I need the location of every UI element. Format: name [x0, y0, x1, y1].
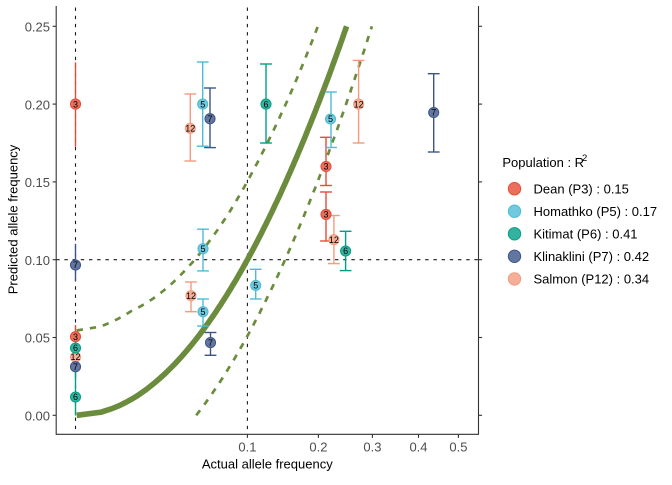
- svg-text:5: 5: [328, 114, 333, 124]
- svg-text:2: 2: [582, 153, 587, 164]
- svg-text:0.10: 0.10: [25, 253, 50, 268]
- svg-text:0.2: 0.2: [309, 439, 327, 454]
- svg-text:7: 7: [73, 362, 78, 372]
- svg-text:12: 12: [329, 235, 339, 245]
- svg-text:0.5: 0.5: [449, 439, 467, 454]
- svg-text:0.20: 0.20: [25, 97, 50, 112]
- svg-text:7: 7: [431, 108, 436, 118]
- svg-text:Kitimat (P6) : 0.41: Kitimat (P6) : 0.41: [534, 227, 638, 242]
- svg-text:5: 5: [200, 307, 205, 317]
- svg-text:5: 5: [253, 281, 258, 291]
- svg-text:Dean (P3) : 0.15: Dean (P3) : 0.15: [534, 181, 629, 196]
- svg-text:Homathko (P5) : 0.17: Homathko (P5) : 0.17: [534, 204, 658, 219]
- svg-text:7: 7: [207, 114, 212, 124]
- svg-text:5: 5: [200, 99, 205, 109]
- svg-text:Actual allele frequency: Actual allele frequency: [202, 456, 333, 471]
- svg-text:6: 6: [263, 99, 268, 109]
- svg-text:6: 6: [343, 246, 348, 256]
- svg-text:0.25: 0.25: [25, 20, 50, 35]
- svg-text:0.05: 0.05: [25, 331, 50, 346]
- svg-text:0.1: 0.1: [238, 439, 256, 454]
- svg-text:Population : R: Population : R: [502, 155, 584, 170]
- svg-text:12: 12: [70, 352, 80, 362]
- svg-text:5: 5: [200, 244, 205, 254]
- svg-text:Klinaklini (P7) : 0.42: Klinaklini (P7) : 0.42: [534, 249, 650, 264]
- svg-text:3: 3: [73, 332, 78, 342]
- svg-text:0.4: 0.4: [409, 439, 427, 454]
- svg-text:12: 12: [186, 291, 196, 301]
- svg-text:0.3: 0.3: [363, 439, 381, 454]
- svg-text:0.15: 0.15: [25, 175, 50, 190]
- svg-text:7: 7: [73, 260, 78, 270]
- svg-text:12: 12: [354, 99, 364, 109]
- svg-text:3: 3: [323, 162, 328, 172]
- svg-text:3: 3: [323, 210, 328, 220]
- svg-text:3: 3: [73, 99, 78, 109]
- svg-text:7: 7: [208, 338, 213, 348]
- svg-text:6: 6: [73, 392, 78, 402]
- svg-text:12: 12: [185, 124, 195, 134]
- svg-text:0.00: 0.00: [25, 409, 50, 424]
- svg-text:6: 6: [73, 343, 78, 353]
- svg-text:Predicted allele frequency: Predicted allele frequency: [5, 144, 20, 294]
- svg-text:Salmon (P12) : 0.34: Salmon (P12) : 0.34: [534, 272, 650, 287]
